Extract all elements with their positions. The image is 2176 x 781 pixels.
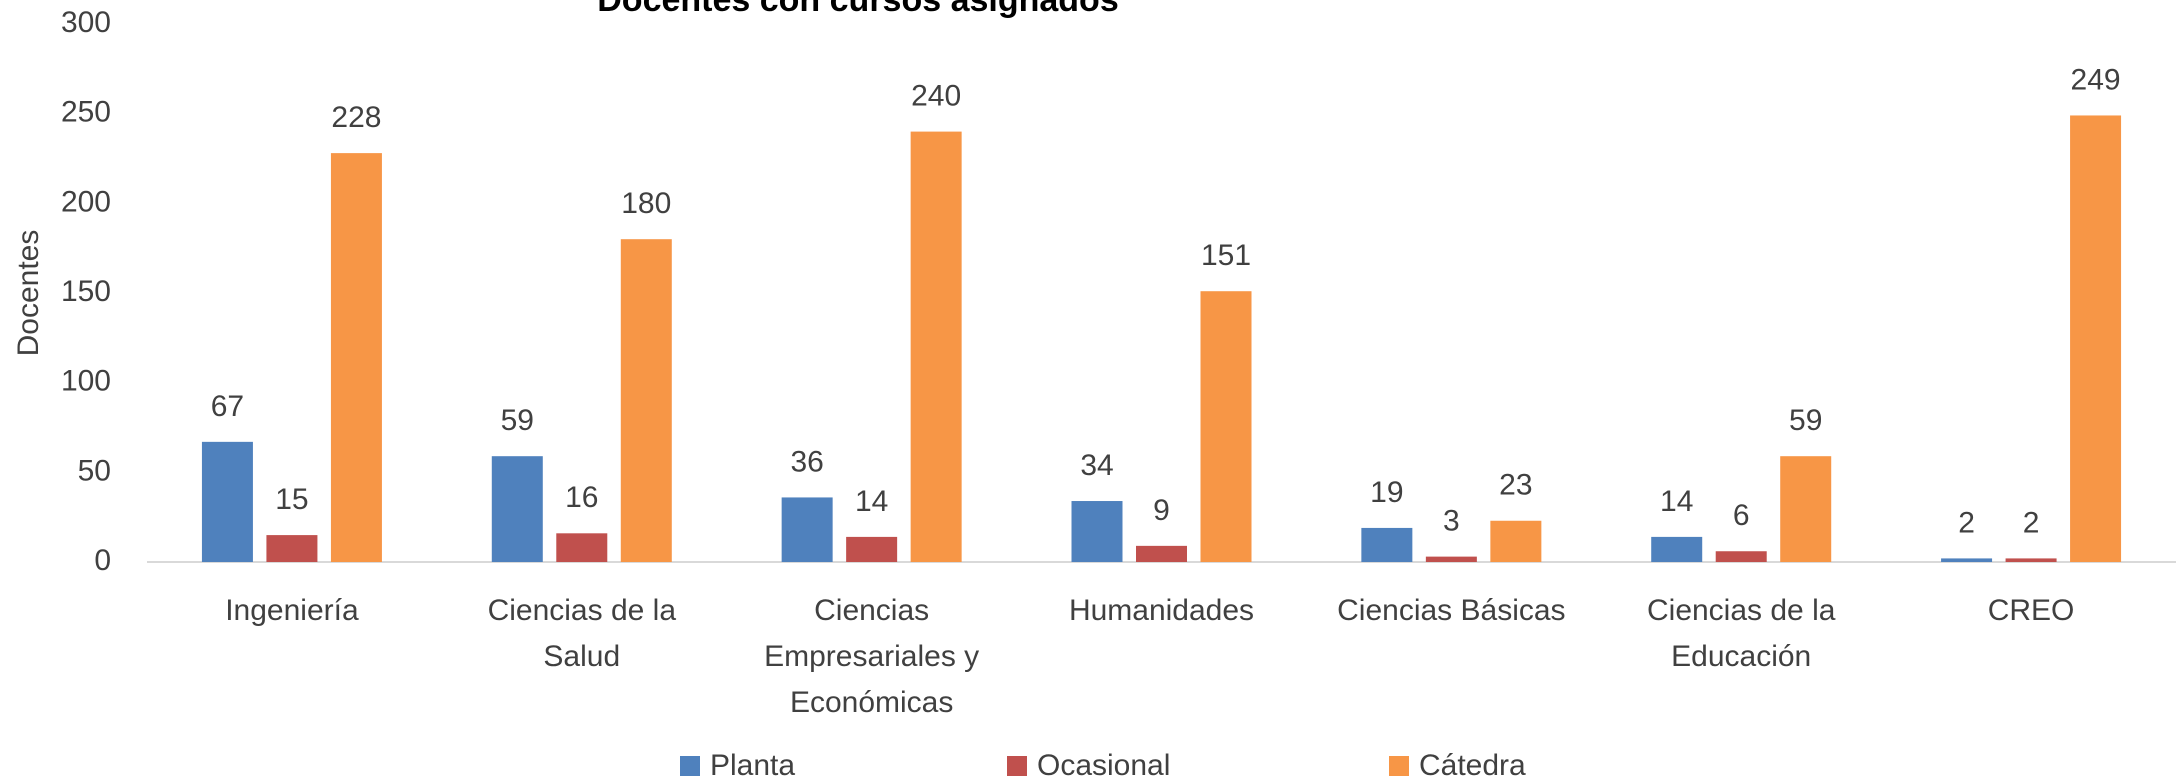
data-label: 2: [2023, 506, 2040, 539]
bar: [556, 533, 608, 562]
y-tick-label: 0: [94, 544, 111, 577]
legend-label: Cátedra: [1419, 749, 1526, 781]
bar: [1136, 545, 1187, 562]
legend-swatch: [680, 756, 700, 776]
bar: [1651, 536, 1703, 562]
data-label: 240: [911, 80, 961, 113]
x-tick-label: Humanidades: [1068, 594, 1255, 627]
y-tick-label: 150: [61, 275, 111, 308]
bar: [620, 239, 672, 562]
x-tick-label: Ingeniería: [225, 594, 359, 627]
data-label: 67: [211, 390, 244, 423]
data-label: 14: [855, 485, 888, 518]
y-tick-label: 50: [78, 454, 111, 487]
bar: [1071, 501, 1123, 562]
data-label: 34: [1080, 449, 1113, 482]
data-label: 151: [1201, 239, 1251, 272]
data-label: 59: [501, 404, 534, 437]
data-label: 249: [2071, 63, 2121, 96]
bar: [330, 153, 382, 562]
bar: [2070, 115, 2122, 563]
data-label: 2: [1958, 506, 1975, 539]
bar: [1715, 551, 1767, 562]
data-label: 3: [1443, 505, 1460, 538]
x-tick-label: CREO: [1987, 594, 2075, 627]
bar: [1941, 558, 1993, 562]
bar: [781, 497, 833, 562]
y-tick-label: 200: [61, 185, 111, 218]
bar: [1361, 527, 1413, 562]
data-label: 9: [1153, 494, 1170, 527]
x-tick-label: Ciencias de la Salud: [487, 594, 676, 673]
data-label: 228: [331, 101, 381, 134]
data-label: 23: [1499, 469, 1532, 502]
y-tick-label: 300: [61, 6, 111, 39]
data-label: 14: [1660, 485, 1693, 518]
bar: [910, 131, 962, 562]
legend-swatch: [1007, 756, 1027, 776]
bar: [266, 535, 318, 562]
chart-title: Docentes con cursos asignados: [597, 0, 1119, 19]
bar: [846, 536, 898, 562]
bar: [1780, 456, 1832, 562]
legend-label: Planta: [710, 749, 795, 781]
bar: [1425, 556, 1477, 562]
data-label: 16: [565, 481, 598, 514]
data-label: 19: [1370, 476, 1403, 509]
x-tick-label: Ciencias Básicas: [1337, 594, 1566, 627]
x-tick-label: Ciencias Empresariales y Económicas: [764, 594, 980, 719]
data-label: 15: [275, 483, 308, 516]
bar: [491, 456, 543, 562]
bar: [2005, 558, 2057, 562]
y-axis-label: Docentes: [12, 230, 45, 357]
legend-label: Ocasional: [1037, 749, 1170, 781]
bar: [201, 441, 253, 562]
data-label: 36: [790, 445, 823, 478]
x-tick-label: Ciencias de la Educación: [1646, 594, 1836, 673]
y-tick-label: 250: [61, 96, 111, 129]
legend-swatch: [1389, 756, 1409, 776]
data-label: 180: [621, 187, 671, 220]
data-label: 59: [1789, 404, 1822, 437]
y-tick-label: 100: [61, 365, 111, 398]
bar: [1200, 291, 1252, 562]
bar: [1490, 520, 1542, 562]
data-label: 6: [1733, 499, 1750, 532]
